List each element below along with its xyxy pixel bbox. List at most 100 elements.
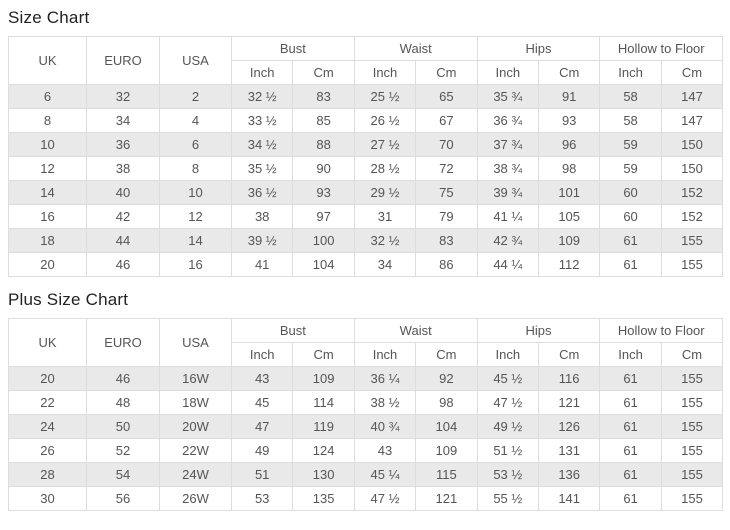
header-uk: UK [8,36,87,85]
subheader-waist-cm: Cm [415,60,478,85]
table-cell: 56 [86,486,160,511]
subheader-bust-inch: Inch [230,60,294,85]
table-cell: 38 ¾ [476,156,539,181]
table-cell: 46 [86,252,160,277]
table-cell: 22W [159,438,232,463]
table-cell: 59 [599,156,662,181]
table-cell: 109 [292,366,355,391]
header-row-groups: UK EURO USA Bust Waist Hips Hollow to Fl… [8,36,724,85]
table-cell: 93 [292,180,355,205]
table-cell: 20 [8,252,87,277]
table-cell: 20 [8,366,87,391]
size-chart-title: Size Chart [8,8,90,27]
table-cell: 45 ¼ [353,462,417,487]
table-cell: 36 ¼ [353,366,417,391]
table-cell: 39 ¾ [476,180,539,205]
table-cell: 47 ½ [476,390,539,415]
size-chart-table: UK EURO USA Bust Waist Hips Hollow to Fl… [8,36,724,277]
table-row: 8 34 4 33 ½ 85 26 ½ 67 36 ¾ 93 58 147 [8,108,724,133]
table-cell: 114 [292,390,355,415]
table-cell: 6 [159,132,232,157]
header-bust: Bust [231,318,355,343]
table-cell: 96 [537,132,601,157]
table-cell: 25 ½ [353,84,417,109]
table-cell: 104 [292,252,355,277]
table-cell: 155 [660,462,724,487]
table-cell: 124 [292,438,355,463]
table-cell: 72 [415,156,478,181]
table-cell: 47 [230,414,294,439]
table-cell: 112 [537,252,601,277]
table-row: 24 50 20W 47 119 40 ¾ 104 49 ½ 126 61 155 [8,414,724,439]
table-cell: 16W [159,366,232,391]
header-row-units: Inch Cm Inch Cm Inch Cm Inch Cm [9,342,724,367]
subheader-hollow-inch: Inch [599,342,662,367]
table-row: 20 46 16 41 104 34 86 44 ¼ 112 61 155 [8,252,724,277]
subheader-hips-inch: Inch [476,342,539,367]
table-cell: 49 ½ [476,414,539,439]
table-cell: 40 ¾ [353,414,417,439]
table-cell: 32 [86,84,160,109]
table-cell: 136 [537,462,601,487]
table-cell: 18 [8,228,87,253]
table-cell: 61 [599,438,662,463]
header-waist: Waist [353,36,478,61]
table-cell: 61 [599,390,662,415]
table-cell: 121 [537,390,601,415]
table-cell: 38 ½ [353,390,417,415]
table-cell: 155 [660,390,724,415]
table-cell: 115 [415,462,478,487]
table-cell: 65 [415,84,478,109]
subheader-waist-inch: Inch [353,60,417,85]
table-cell: 121 [415,486,478,511]
header-euro: EURO [86,36,160,85]
table-cell: 155 [660,438,724,463]
table-cell: 20W [159,414,232,439]
table-cell: 26 [8,438,87,463]
plus-size-chart-table: UK EURO USA Bust Waist Hips Hollow to Fl… [8,318,724,511]
table-cell: 6 [8,84,87,109]
table-cell: 46 [86,366,160,391]
table-cell: 39 ½ [230,228,294,253]
table-cell: 58 [599,84,662,109]
subheader-hips-cm: Cm [537,342,601,367]
table-cell: 52 [86,438,160,463]
table-cell: 26W [159,486,232,511]
table-cell: 92 [415,366,478,391]
table-cell: 135 [292,486,355,511]
table-cell: 51 ½ [476,438,539,463]
table-row: 20 46 16W 43 109 36 ¼ 92 45 ½ 116 61 155 [8,366,724,391]
table-cell: 83 [292,84,355,109]
table-cell: 14 [8,180,87,205]
table-cell: 34 [353,252,417,277]
table-cell: 79 [415,204,478,229]
table-cell: 61 [599,228,662,253]
table-cell: 41 ¼ [476,204,539,229]
header-usa: USA [159,36,232,85]
header-waist: Waist [353,318,478,343]
table-cell: 100 [292,228,355,253]
table-cell: 44 [86,228,160,253]
table-cell: 60 [599,204,662,229]
table-cell: 12 [8,156,87,181]
table-cell: 155 [660,414,724,439]
table-cell: 86 [415,252,478,277]
table-cell: 83 [415,228,478,253]
table-cell: 104 [415,414,478,439]
table-cell: 101 [537,180,601,205]
table-cell: 58 [599,108,662,133]
plus-size-chart-title: Plus Size Chart [8,290,129,309]
table-cell: 4 [159,108,232,133]
table-cell: 147 [660,84,724,109]
table-cell: 18W [159,390,232,415]
table-cell: 40 [86,180,160,205]
header-hollow-to-floor: Hollow to Floor [599,318,724,343]
table-cell: 93 [537,108,601,133]
table-row: 18 44 14 39 ½ 100 32 ½ 83 42 ¾ 109 61 155 [8,228,724,253]
table-cell: 126 [537,414,601,439]
table-row: 12 38 8 35 ½ 90 28 ½ 72 38 ¾ 98 59 150 [8,156,724,181]
table-cell: 70 [415,132,478,157]
table-cell: 97 [292,204,355,229]
table-cell: 12 [159,204,232,229]
header-euro: EURO [86,318,160,367]
